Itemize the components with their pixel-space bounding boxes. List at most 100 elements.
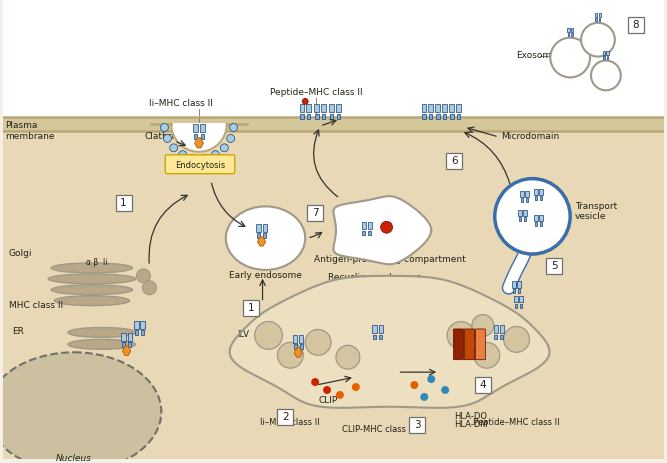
Polygon shape	[257, 237, 265, 246]
Polygon shape	[512, 281, 516, 288]
Polygon shape	[443, 114, 446, 119]
Polygon shape	[540, 196, 542, 200]
Polygon shape	[596, 18, 597, 21]
Circle shape	[179, 151, 187, 159]
Circle shape	[420, 393, 428, 401]
Polygon shape	[534, 222, 537, 226]
Polygon shape	[379, 334, 382, 339]
Circle shape	[220, 144, 228, 152]
Polygon shape	[524, 217, 526, 221]
Polygon shape	[526, 191, 529, 197]
Polygon shape	[299, 104, 304, 112]
Text: Clathrin: Clathrin	[145, 132, 180, 141]
Polygon shape	[494, 325, 498, 333]
Polygon shape	[515, 304, 518, 307]
Text: Exosome: Exosome	[516, 50, 558, 60]
Bar	[3, 117, 664, 131]
Polygon shape	[194, 134, 197, 139]
Polygon shape	[229, 276, 550, 408]
Circle shape	[311, 378, 319, 386]
Polygon shape	[141, 321, 145, 329]
Polygon shape	[315, 114, 319, 119]
Text: α β  Ii: α β Ii	[86, 258, 107, 267]
Circle shape	[495, 179, 570, 254]
Polygon shape	[534, 196, 537, 200]
Polygon shape	[134, 321, 139, 329]
Polygon shape	[127, 333, 132, 341]
Polygon shape	[368, 222, 372, 229]
Polygon shape	[201, 134, 204, 139]
Polygon shape	[128, 342, 131, 347]
Polygon shape	[428, 104, 433, 112]
FancyBboxPatch shape	[628, 17, 644, 33]
Polygon shape	[299, 344, 303, 349]
Ellipse shape	[68, 339, 135, 349]
Ellipse shape	[54, 296, 129, 306]
Text: 6: 6	[451, 156, 458, 166]
Polygon shape	[518, 289, 520, 293]
Text: Antigen-processing compartment: Antigen-processing compartment	[313, 255, 466, 264]
Polygon shape	[200, 124, 205, 132]
Circle shape	[163, 134, 171, 143]
Polygon shape	[306, 104, 311, 112]
FancyBboxPatch shape	[476, 329, 486, 360]
Text: 5: 5	[551, 261, 558, 271]
Circle shape	[169, 144, 177, 152]
Circle shape	[305, 330, 331, 355]
Polygon shape	[567, 28, 570, 32]
Polygon shape	[123, 346, 131, 356]
Circle shape	[161, 124, 169, 131]
Text: Nucleus: Nucleus	[56, 455, 92, 463]
Circle shape	[189, 154, 197, 163]
Polygon shape	[293, 335, 297, 343]
FancyBboxPatch shape	[165, 155, 235, 174]
Circle shape	[143, 281, 156, 295]
Polygon shape	[293, 344, 297, 349]
Circle shape	[581, 23, 615, 56]
Polygon shape	[135, 331, 138, 335]
Polygon shape	[263, 224, 267, 232]
Text: Peptide–MHC class II: Peptide–MHC class II	[474, 418, 560, 427]
Text: HLA-DM: HLA-DM	[454, 420, 488, 429]
Polygon shape	[450, 114, 454, 119]
Polygon shape	[337, 114, 340, 119]
Ellipse shape	[68, 327, 135, 338]
Circle shape	[211, 151, 219, 159]
Circle shape	[352, 383, 360, 391]
FancyBboxPatch shape	[464, 329, 474, 360]
Polygon shape	[599, 18, 600, 21]
Text: Golgi: Golgi	[9, 249, 32, 258]
Polygon shape	[604, 56, 605, 58]
FancyBboxPatch shape	[115, 195, 131, 212]
Circle shape	[447, 321, 475, 349]
Polygon shape	[520, 296, 523, 302]
Polygon shape	[571, 33, 573, 36]
Circle shape	[323, 386, 331, 394]
Polygon shape	[299, 335, 303, 343]
Polygon shape	[193, 124, 198, 132]
Polygon shape	[518, 210, 522, 216]
Circle shape	[336, 345, 360, 369]
Polygon shape	[500, 325, 504, 333]
Text: 2: 2	[282, 412, 289, 422]
Polygon shape	[141, 331, 144, 335]
Text: ER: ER	[13, 327, 25, 337]
Polygon shape	[519, 217, 521, 221]
Circle shape	[302, 99, 308, 104]
Polygon shape	[520, 304, 522, 307]
Text: ILV: ILV	[237, 331, 249, 339]
Polygon shape	[368, 231, 371, 235]
Text: Ii–MHC class II: Ii–MHC class II	[260, 418, 320, 427]
Polygon shape	[307, 114, 310, 119]
Circle shape	[381, 221, 393, 233]
Bar	[3, 117, 664, 459]
Circle shape	[255, 321, 282, 349]
Polygon shape	[539, 189, 543, 195]
Polygon shape	[598, 13, 601, 17]
FancyBboxPatch shape	[446, 153, 462, 169]
Polygon shape	[606, 50, 609, 55]
Text: Recycling endosome: Recycling endosome	[328, 273, 422, 282]
Polygon shape	[513, 289, 516, 293]
Text: CLIP: CLIP	[318, 396, 338, 405]
Circle shape	[428, 375, 435, 383]
